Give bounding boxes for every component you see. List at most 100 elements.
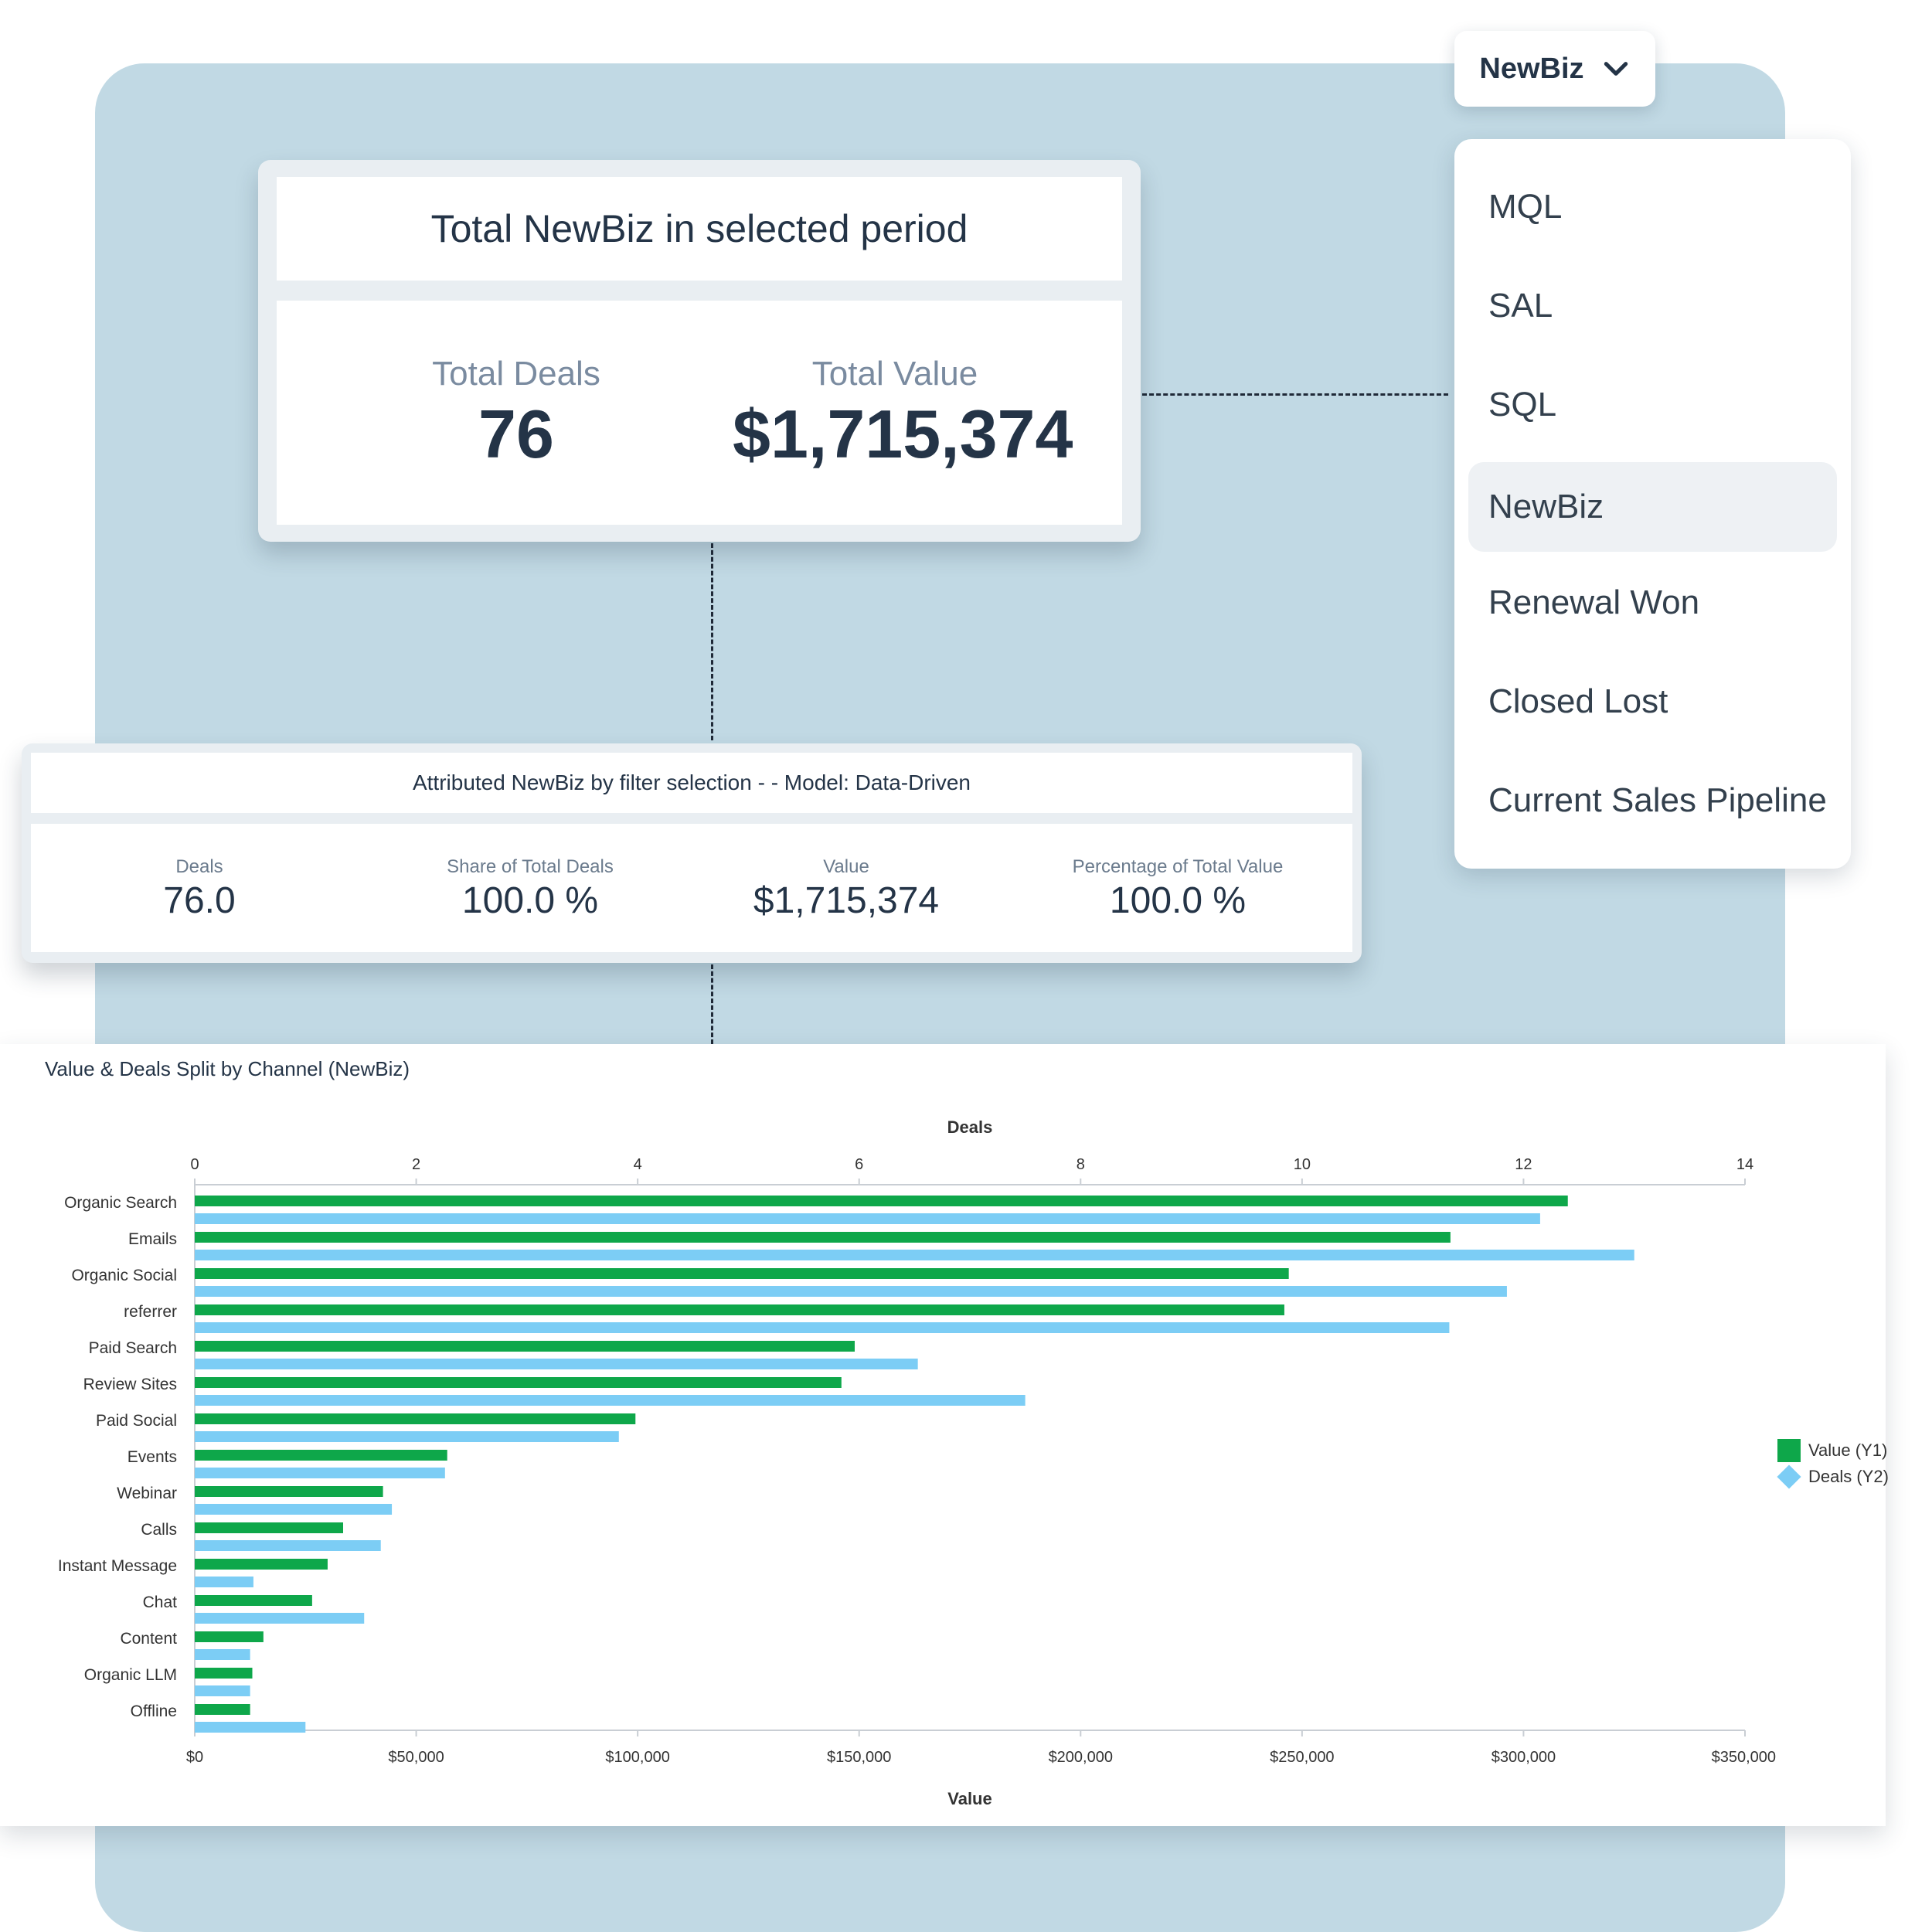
value-bar: [195, 1232, 1451, 1243]
total-value-metric: Total Value $1,715,374: [733, 355, 1073, 474]
bottom-axis-tick-label: $0: [186, 1749, 203, 1766]
top-axis-tick-label: 10: [1294, 1156, 1311, 1173]
dropdown-option-renewal-won[interactable]: Renewal Won: [1488, 583, 1700, 621]
total-deals-metric: Total Deals 76: [362, 355, 671, 474]
top-axis-tick-label: 2: [412, 1156, 420, 1173]
category-label: referrer: [124, 1303, 177, 1321]
legend-item-deals[interactable]: Deals (Y2): [1777, 1464, 1889, 1490]
dropdown-option-sql[interactable]: SQL: [1488, 386, 1557, 423]
deals-bar: [195, 1395, 1026, 1406]
attributed-pct-value-metric: Percentage of Total Value 100.0 %: [1023, 856, 1332, 922]
category-label: Calls: [141, 1521, 177, 1539]
value-bar: [195, 1268, 1289, 1279]
bottom-axis-label: Value: [947, 1789, 992, 1808]
metric-label: Deals: [175, 856, 223, 877]
top-axis-label: Deals: [947, 1117, 993, 1137]
total-value-label: Total Value: [811, 355, 978, 393]
value-bar: [195, 1704, 250, 1715]
top-axis-tick-label: 4: [634, 1156, 642, 1173]
attributed-newbiz-card: Attributed NewBiz by filter selection - …: [22, 743, 1362, 963]
value-bar: [195, 1595, 312, 1606]
value-bar: [195, 1559, 328, 1570]
value-bar: [195, 1522, 344, 1533]
total-card-body: Total Deals 76 Total Value $1,715,374: [277, 301, 1122, 525]
metric-label: Share of Total Deals: [447, 856, 614, 877]
metric-label: Percentage of Total Value: [1072, 856, 1284, 877]
bottom-axis-tick-label: $200,000: [1049, 1749, 1113, 1766]
category-label: Paid Search: [89, 1339, 177, 1357]
deals-bar: [195, 1685, 250, 1696]
attributed-card-title: Attributed NewBiz by filter selection - …: [31, 753, 1352, 813]
attributed-card-body: Deals 76.0 Share of Total Deals 100.0 % …: [31, 824, 1352, 952]
metric-value: 100.0 %: [1109, 880, 1247, 921]
deals-bar: [195, 1540, 381, 1551]
category-label: Content: [120, 1630, 177, 1648]
deals-bar: [195, 1359, 918, 1369]
dropdown-option-closed-lost[interactable]: Closed Lost: [1488, 682, 1668, 720]
legend-item-value[interactable]: Value (Y1): [1777, 1437, 1889, 1464]
legend-swatch-diamond: [1777, 1464, 1801, 1489]
value-bar: [195, 1196, 1568, 1206]
chevron-down-icon: [1604, 62, 1628, 76]
deals-bar: [195, 1722, 306, 1733]
total-value-value: $1,715,374: [733, 396, 1073, 472]
legend-label: Deals (Y2): [1808, 1467, 1889, 1486]
value-bar: [195, 1631, 264, 1642]
connector-line: [711, 543, 713, 740]
metric-value: 100.0 %: [461, 880, 599, 921]
top-axis-tick-label: 8: [1077, 1156, 1085, 1173]
category-label: Offline: [131, 1702, 177, 1720]
dropdown-option-newbiz[interactable]: NewBiz: [1468, 462, 1837, 552]
bottom-axis-tick-label: $150,000: [827, 1749, 891, 1766]
attributed-share-deals-metric: Share of Total Deals 100.0 %: [376, 856, 685, 922]
total-newbiz-card: Total NewBiz in selected period Total De…: [258, 160, 1141, 542]
stage-dropdown-menu: MQL SAL SQL NewBiz Renewal Won Closed Lo…: [1454, 139, 1851, 869]
deals-bar: [195, 1286, 1507, 1297]
bottom-axis-tick-label: $100,000: [605, 1749, 669, 1766]
category-label: Paid Social: [96, 1412, 177, 1430]
category-label: Webinar: [117, 1485, 177, 1502]
deals-bar: [195, 1504, 393, 1515]
value-bar: [195, 1377, 842, 1388]
top-axis-tick-label: 12: [1515, 1156, 1532, 1173]
category-label: Organic LLM: [84, 1666, 177, 1684]
bottom-axis-tick-label: $350,000: [1712, 1749, 1776, 1766]
deals-bar: [195, 1577, 253, 1587]
value-bar: [195, 1341, 855, 1352]
attributed-value-metric: Value $1,715,374: [692, 856, 1001, 922]
top-axis-tick-label: 0: [190, 1156, 199, 1173]
connector-line: [711, 964, 713, 1044]
stage-dropdown-label: NewBiz: [1479, 52, 1584, 85]
total-deals-label: Total Deals: [432, 355, 600, 393]
metric-value: 76.0: [163, 880, 236, 921]
value-bar: [195, 1304, 1284, 1315]
dropdown-option-sal[interactable]: SAL: [1488, 287, 1553, 325]
value-bar: [195, 1413, 636, 1424]
category-label: Emails: [128, 1230, 177, 1248]
connector-line: [1142, 393, 1448, 396]
top-axis-tick-label: 14: [1736, 1156, 1753, 1173]
total-card-title: Total NewBiz in selected period: [277, 177, 1122, 281]
deals-bar: [195, 1649, 250, 1660]
deals-bar: [195, 1468, 445, 1478]
category-label: Events: [128, 1448, 177, 1466]
category-label: Organic Search: [64, 1194, 177, 1212]
metric-value: $1,715,374: [753, 880, 940, 921]
value-bar: [195, 1668, 253, 1679]
attributed-deals-metric: Deals 76.0: [45, 856, 354, 922]
bottom-axis-tick-label: $250,000: [1270, 1749, 1334, 1766]
category-label: Chat: [143, 1594, 178, 1611]
value-bar: [195, 1486, 383, 1497]
chart-legend: Value (Y1) Deals (Y2): [1777, 1437, 1889, 1490]
top-axis-tick-label: 6: [855, 1156, 863, 1173]
category-label: Review Sites: [83, 1376, 177, 1393]
value-bar: [195, 1450, 447, 1461]
legend-label: Value (Y1): [1808, 1440, 1888, 1460]
deals-bar: [195, 1250, 1634, 1260]
stage-dropdown[interactable]: NewBiz: [1454, 31, 1655, 107]
deals-bar: [195, 1213, 1540, 1224]
bottom-axis-tick-label: $300,000: [1492, 1749, 1556, 1766]
dropdown-option-mql[interactable]: MQL: [1488, 188, 1563, 226]
dropdown-option-current-sales-pipeline[interactable]: Current Sales Pipeline: [1488, 781, 1827, 819]
